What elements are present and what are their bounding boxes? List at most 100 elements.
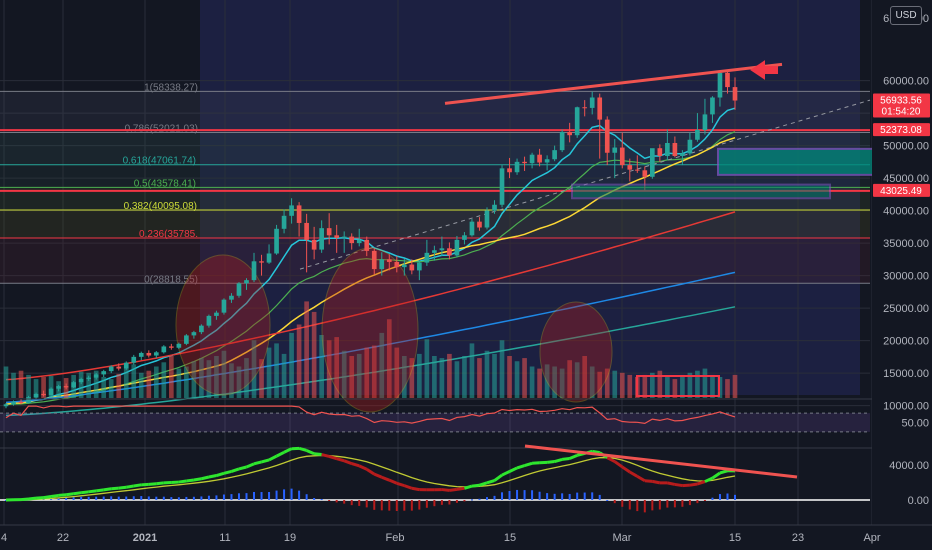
price-axis[interactable]: 65000.0060000.0055000.0050000.0045000.00…	[872, 0, 932, 525]
macd-hist-87	[658, 500, 661, 510]
candle-body-38	[289, 205, 294, 216]
price-tick-10: 10000.00	[883, 401, 929, 413]
macd-hist-10	[80, 496, 83, 500]
macd-seg-16	[118, 485, 127, 490]
volume-bar-85	[642, 374, 648, 398]
volume-bar-53	[401, 356, 407, 398]
price-tag-countdown: 01:54:20	[882, 107, 921, 118]
candle-body-17	[131, 356, 137, 363]
price-tick-5: 35000.00	[883, 238, 929, 250]
volume-bar-86	[650, 372, 655, 398]
candle-body-83	[627, 165, 633, 170]
macd-seg-28	[208, 474, 217, 479]
volume-bar-12	[93, 370, 99, 398]
candle-body-22	[169, 346, 174, 348]
macd-seg-45	[336, 457, 345, 463]
macd-seg-4	[28, 496, 37, 501]
macd-hist-89	[673, 500, 676, 508]
volume-bar-74	[559, 368, 565, 398]
candle-body-12	[93, 374, 99, 378]
price-tick-9: 15000.00	[883, 368, 929, 380]
candle-body-11	[86, 377, 91, 379]
candle-body-4	[33, 393, 39, 398]
macd-seg-42	[313, 452, 322, 457]
macd-hist-79	[598, 494, 601, 500]
volume-bar-78	[589, 366, 595, 398]
macd-seg-53	[396, 481, 405, 488]
macd-seg-75	[561, 457, 570, 461]
candle-body-76	[574, 107, 580, 136]
candle-body-62	[469, 221, 475, 236]
candle-body-69	[522, 161, 527, 164]
macd-seg-25	[186, 478, 195, 483]
candle-body-48	[364, 239, 370, 251]
volume-bar-3	[26, 374, 31, 398]
macd-seg-73	[546, 460, 555, 464]
candle-body-86	[650, 148, 655, 177]
macd-seg-82	[613, 460, 624, 469]
candle-body-74	[559, 131, 565, 151]
volume-bar-37	[281, 353, 287, 398]
candle-body-2	[18, 401, 24, 403]
macd-hist-91	[688, 500, 691, 506]
candle-body-44	[334, 235, 340, 238]
volume-bar-93	[702, 368, 708, 398]
candle-body-27	[206, 315, 212, 326]
macd-seg-41	[306, 449, 315, 456]
macd-seg-9	[65, 492, 74, 497]
volume-bar-15	[116, 373, 122, 398]
macd-seg-79	[591, 449, 600, 455]
candle-body-16	[123, 362, 129, 369]
time-label-9: 23	[792, 532, 804, 544]
fib-zone-4	[0, 209, 870, 238]
macd-hist-25	[192, 496, 195, 500]
candle-body-88	[665, 143, 670, 156]
macd-seg-47	[351, 462, 360, 468]
macd-seg-29	[216, 471, 225, 477]
time-axis[interactable]: 4 22 2021 11 19 Feb 15 Mar 15 23 Apr	[0, 524, 932, 544]
candle-body-23	[176, 343, 182, 348]
volume-bar-88	[665, 377, 670, 398]
volume-bar-68	[514, 361, 520, 398]
currency-badge[interactable]: USD	[890, 6, 922, 25]
macd-hist-51	[388, 500, 391, 511]
macd-hist-56	[425, 500, 428, 508]
volume-bar-24	[184, 366, 189, 398]
volume-bar-25	[191, 361, 197, 398]
macd-hist-26	[200, 496, 203, 500]
volume-bar-16	[123, 368, 129, 398]
volume-bar-52	[394, 347, 400, 398]
candle-body-58	[439, 248, 445, 251]
volume-bar-38	[289, 332, 294, 398]
macd-seg-33	[245, 462, 255, 469]
price-tick-8: 20000.00	[883, 336, 929, 348]
macd-seg-38	[283, 447, 293, 454]
macd-seg-17	[126, 484, 135, 489]
macd-hist-0	[5, 500, 7, 501]
macd-hist-65	[493, 495, 496, 500]
candle-body-51	[386, 259, 392, 262]
macd-hist-37	[283, 489, 286, 500]
macd-hist-88	[666, 500, 669, 508]
volume-bar-13	[101, 377, 107, 398]
macd-hist-46	[350, 500, 353, 506]
macd-hist-48	[365, 500, 368, 508]
candle-body-97	[732, 87, 738, 101]
macd-seg-54	[403, 484, 413, 490]
macd-hist-67	[508, 491, 511, 500]
candle-body-61	[462, 235, 467, 240]
macd-hist-47	[358, 500, 361, 506]
volume-bar-31	[236, 366, 242, 398]
macd-hist-95	[718, 494, 721, 500]
candle-body-75	[567, 131, 572, 136]
macd-hist-20	[155, 496, 158, 500]
price-tag-1: 52373.08	[880, 125, 922, 136]
volume-bar-22	[169, 356, 174, 398]
macd-seg-31	[230, 467, 240, 473]
candle-body-1	[11, 401, 16, 405]
volume-bar-54	[409, 358, 415, 398]
candle-body-63	[477, 221, 482, 228]
volume-bar-6	[48, 375, 54, 398]
volume-bar-11	[86, 372, 91, 398]
